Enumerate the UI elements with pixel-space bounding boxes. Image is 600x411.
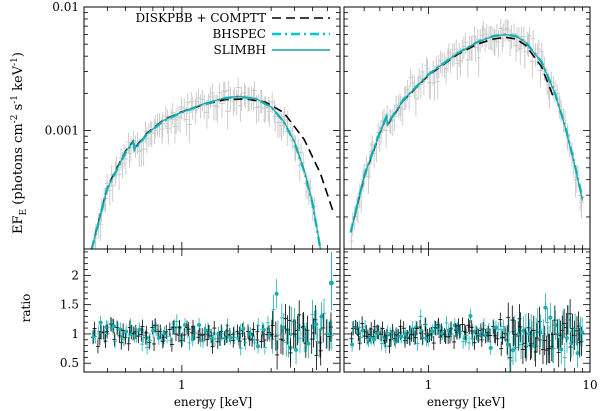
ratio-marker bbox=[124, 329, 129, 334]
ratio-marker bbox=[484, 332, 489, 337]
ratio-marker bbox=[306, 341, 311, 346]
ratio-tick-label: 1.5 bbox=[60, 298, 79, 312]
ratio-marker bbox=[580, 330, 585, 335]
y-tick-label: 0.01 bbox=[52, 0, 79, 14]
ratio-marker bbox=[575, 351, 580, 356]
ratio-marker bbox=[319, 314, 324, 319]
ratio-marker bbox=[111, 324, 116, 329]
panel-left bbox=[84, 78, 340, 371]
spectrum-frame-left bbox=[83, 6, 341, 250]
ratio-frame-right bbox=[343, 248, 591, 373]
x-tick-label: 10 bbox=[582, 378, 597, 392]
x-axis-label-right: energy [keV] bbox=[427, 395, 505, 409]
x-tick-label: 1 bbox=[178, 378, 186, 392]
spectrum-y-axis-label: EFE (photons cm-2 s-1 keV-1) bbox=[10, 52, 29, 234]
ratio-marker bbox=[473, 329, 478, 334]
ratio-marker bbox=[510, 348, 515, 353]
ratio-frame-left bbox=[83, 248, 341, 373]
ratio-marker bbox=[350, 342, 355, 347]
model-curve-slimbh bbox=[350, 33, 584, 233]
ratio-marker bbox=[521, 328, 526, 333]
legend-label-bhspec: BHSPEC bbox=[212, 27, 266, 41]
ratio-marker bbox=[228, 335, 233, 340]
ratio-marker bbox=[162, 331, 167, 336]
model-curve-bhspec bbox=[349, 33, 584, 233]
ratio-marker bbox=[553, 323, 558, 328]
plot-area: 1 0.001 0.01 0.5 1 1.5 2 1 10 bbox=[45, 0, 598, 392]
model-curve-diskpbb-comptt bbox=[349, 36, 555, 233]
ratio-marker bbox=[137, 327, 142, 332]
legend-label-diskpbb-comptt: DISKPBB + COMPTT bbox=[135, 11, 266, 25]
ratio-tick-label: 1 bbox=[71, 327, 79, 341]
ratio-outlier bbox=[328, 280, 334, 286]
x-tick-label: 1 bbox=[425, 378, 433, 392]
ratio-marker bbox=[559, 347, 564, 352]
ratio-marker bbox=[241, 326, 246, 331]
y-tick-label: 0.001 bbox=[45, 124, 79, 138]
ratio-marker bbox=[294, 347, 299, 352]
ratio-tick-label: 2 bbox=[71, 268, 79, 282]
ratio-marker bbox=[156, 335, 161, 340]
ratio-marker bbox=[314, 322, 319, 327]
model-curve-slimbh bbox=[91, 95, 321, 250]
ratio-marker bbox=[197, 322, 202, 327]
ratio-marker bbox=[564, 336, 569, 341]
legend: DISKPBB + COMPTT BHSPEC SLIMBH bbox=[135, 11, 330, 57]
ratio-marker bbox=[548, 315, 553, 320]
legend-label-slimbh: SLIMBH bbox=[214, 43, 267, 57]
panel-right bbox=[344, 18, 590, 372]
model-curve-diskpbb-comptt bbox=[90, 98, 335, 250]
ratio-marker bbox=[493, 325, 498, 330]
ratio-marker bbox=[488, 345, 493, 350]
ratio-marker bbox=[440, 331, 445, 336]
x-axis-label-left: energy [keV] bbox=[174, 395, 252, 409]
ratio-marker bbox=[543, 305, 548, 310]
ratio-marker bbox=[256, 344, 261, 349]
ratio-marker bbox=[360, 328, 365, 333]
ratio-marker bbox=[281, 325, 286, 330]
ratio-marker bbox=[261, 327, 266, 332]
ratio-marker bbox=[430, 329, 435, 334]
ratio-marker bbox=[468, 313, 473, 318]
ratio-marker bbox=[183, 323, 188, 328]
ratio-marker bbox=[267, 332, 272, 337]
ratio-marker bbox=[274, 291, 279, 296]
ratio-marker bbox=[98, 320, 103, 325]
ratio-marker bbox=[223, 336, 228, 341]
ratio-tick-label: 0.5 bbox=[60, 356, 79, 370]
ratio-y-axis-label: ratio bbox=[19, 294, 33, 323]
